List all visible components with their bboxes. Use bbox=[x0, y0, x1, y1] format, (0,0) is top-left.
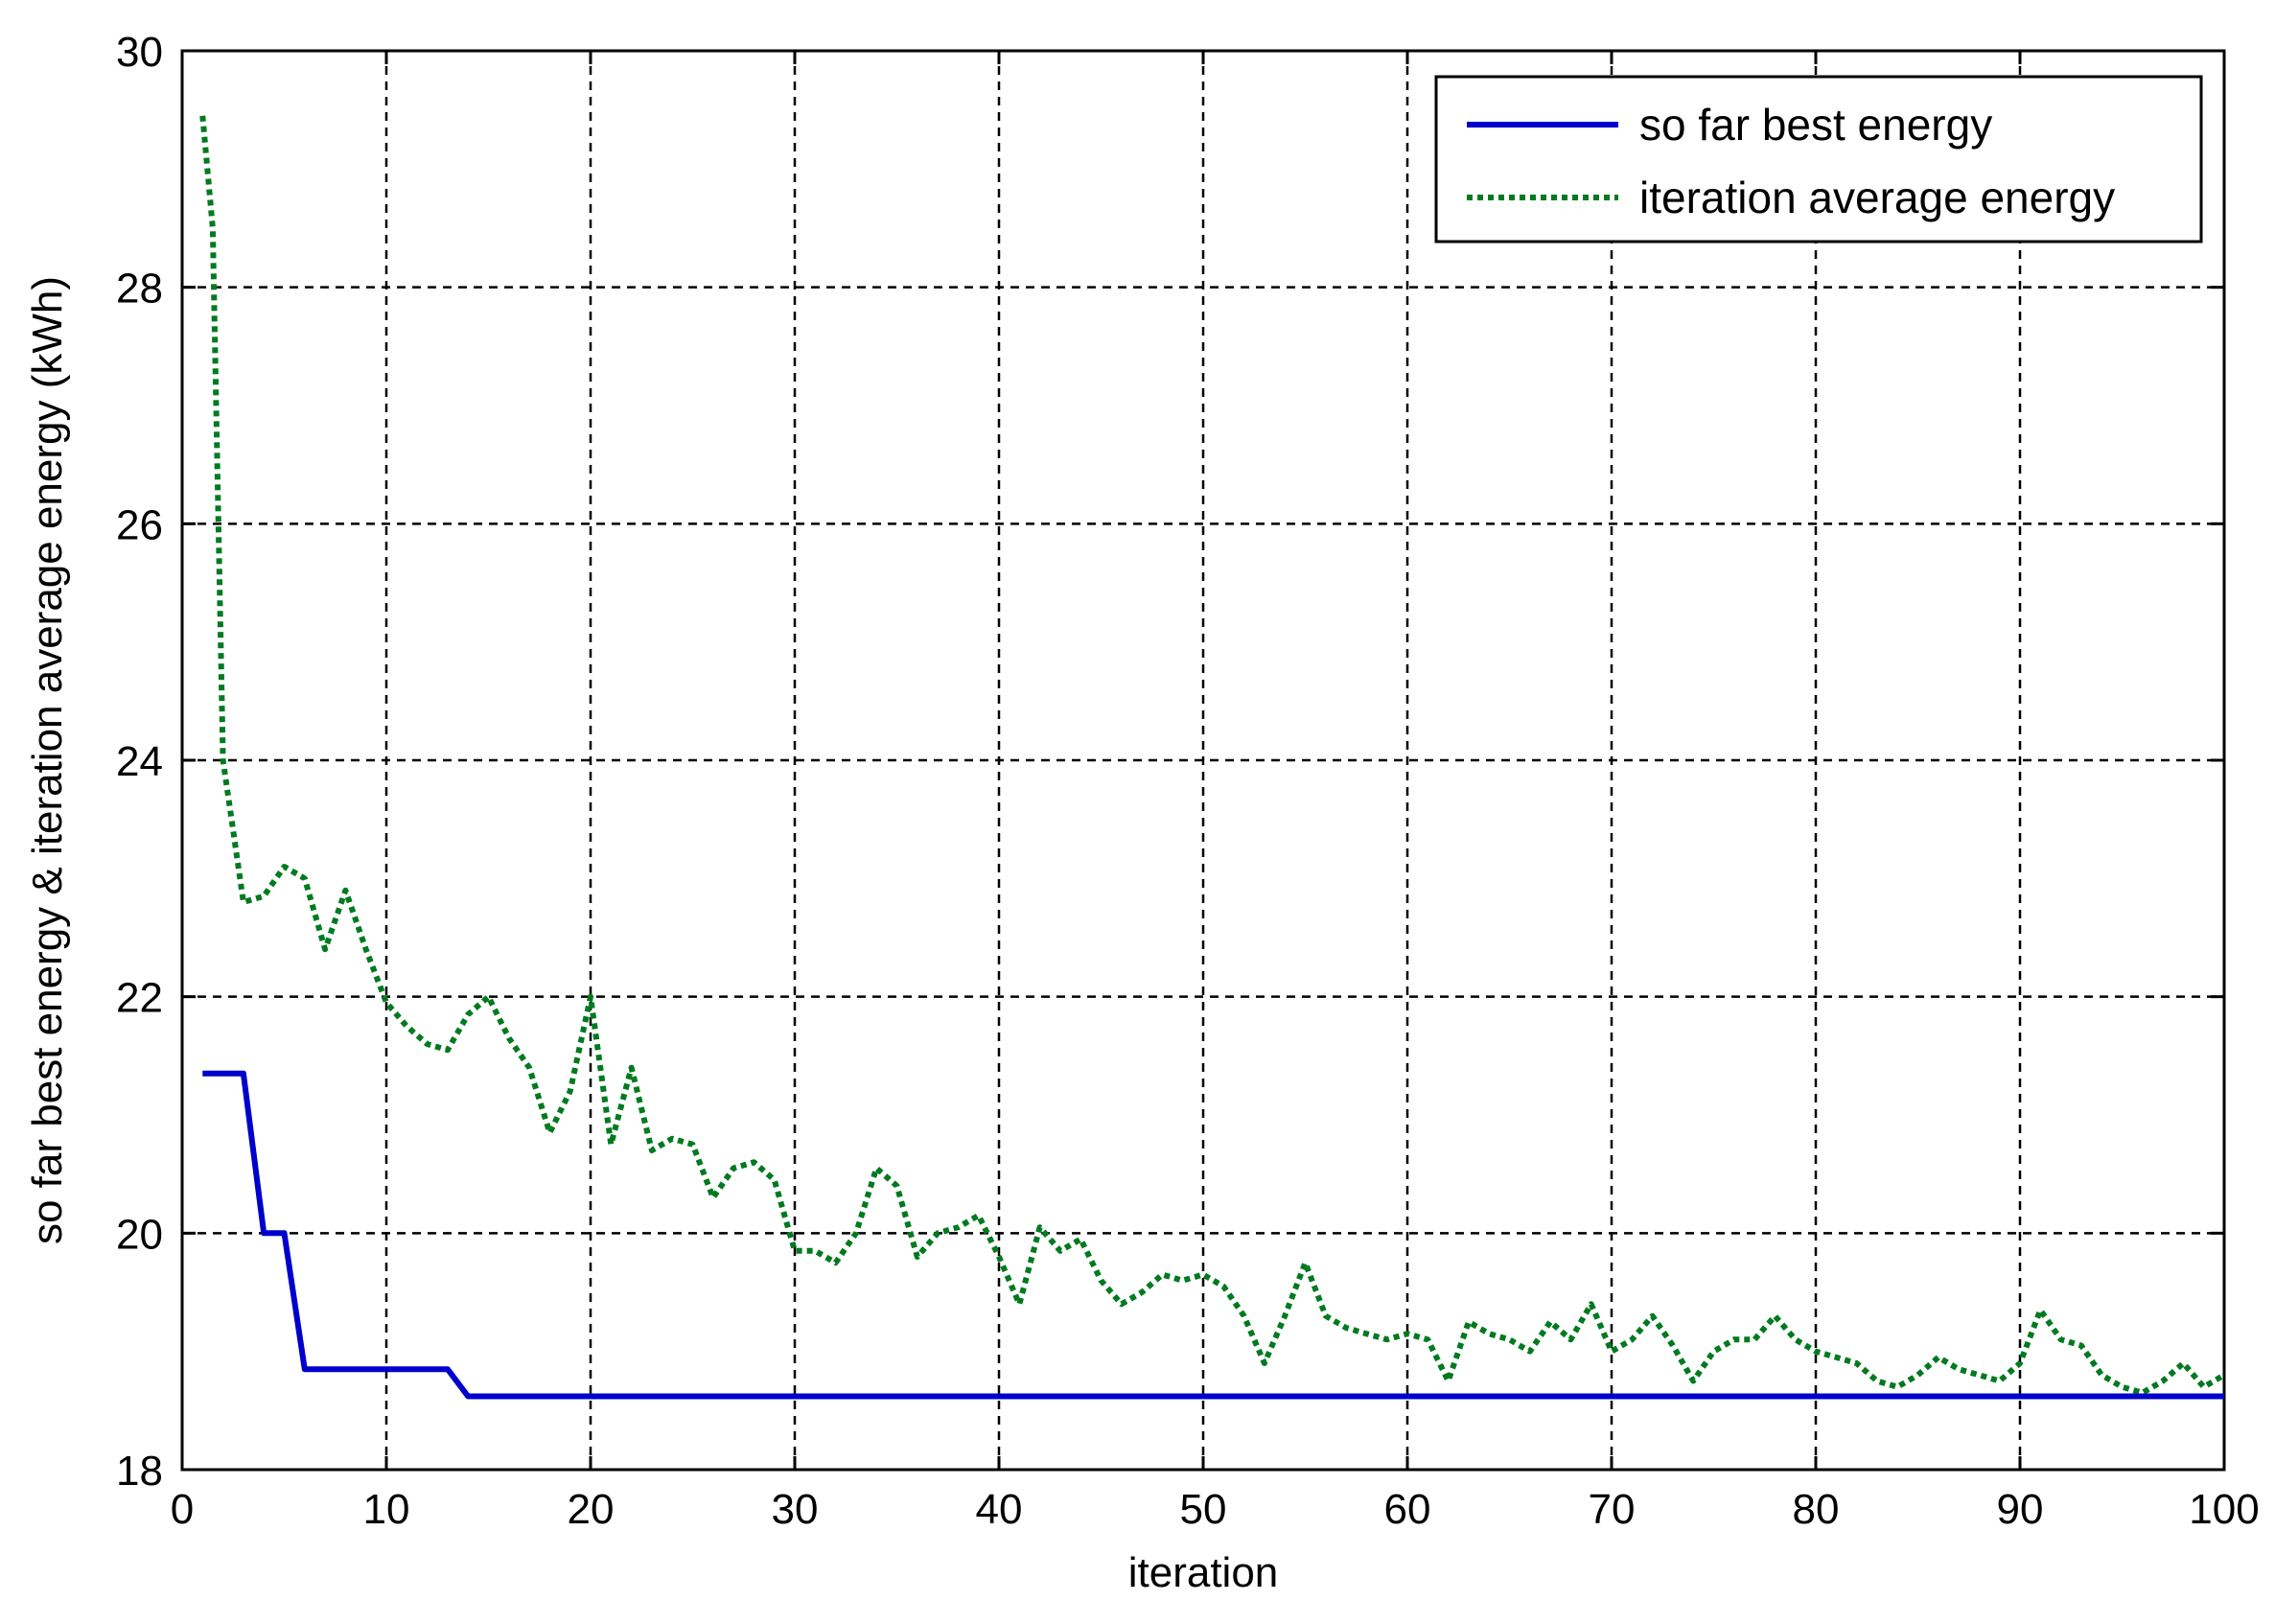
axis-ticks: 0 10 20 30 40 50 60 70 80 90 100 18 20 22 24 26 28 30 bbox=[116, 29, 2260, 1533]
y-tick-label: 24 bbox=[116, 738, 163, 785]
x-tick-label: 0 bbox=[171, 1486, 194, 1533]
x-tick-label: 90 bbox=[1997, 1486, 2044, 1533]
x-tick-label: 100 bbox=[2189, 1486, 2259, 1533]
x-tick-label: 20 bbox=[568, 1486, 615, 1533]
x-tick-label: 50 bbox=[1180, 1486, 1227, 1533]
x-tick-label: 10 bbox=[363, 1486, 410, 1533]
x-tick-label: 40 bbox=[976, 1486, 1023, 1533]
grid-lines bbox=[182, 51, 2224, 1470]
y-tick-label: 26 bbox=[116, 501, 163, 548]
x-tick-label: 70 bbox=[1589, 1486, 1636, 1533]
series-layer bbox=[199, 115, 2226, 1400]
legend: so far best energy iteration average ene… bbox=[1434, 75, 2203, 244]
y-tick-label: 18 bbox=[116, 1448, 163, 1495]
x-tick-label: 60 bbox=[1384, 1486, 1431, 1533]
x-tick-label: 80 bbox=[1793, 1486, 1840, 1533]
x-axis-label: iteration bbox=[1128, 1549, 1279, 1596]
legend-label-iteration-average-energy: iteration average energy bbox=[1639, 173, 2115, 222]
x-tick-label: 30 bbox=[772, 1486, 819, 1533]
legend-label-so-far-best-energy: so far best energy bbox=[1639, 100, 1992, 150]
series-line-so-far-best-energy bbox=[202, 1070, 2224, 1400]
legend-box bbox=[1434, 75, 2203, 244]
series-line-iteration-average-energy bbox=[199, 115, 2226, 1396]
y-axis-label: so far best energy & iteration average e… bbox=[24, 276, 71, 1244]
y-tick-label: 30 bbox=[116, 29, 163, 76]
y-tick-label: 28 bbox=[116, 266, 163, 313]
y-tick-label: 22 bbox=[116, 975, 163, 1022]
y-tick-label: 20 bbox=[116, 1211, 163, 1258]
